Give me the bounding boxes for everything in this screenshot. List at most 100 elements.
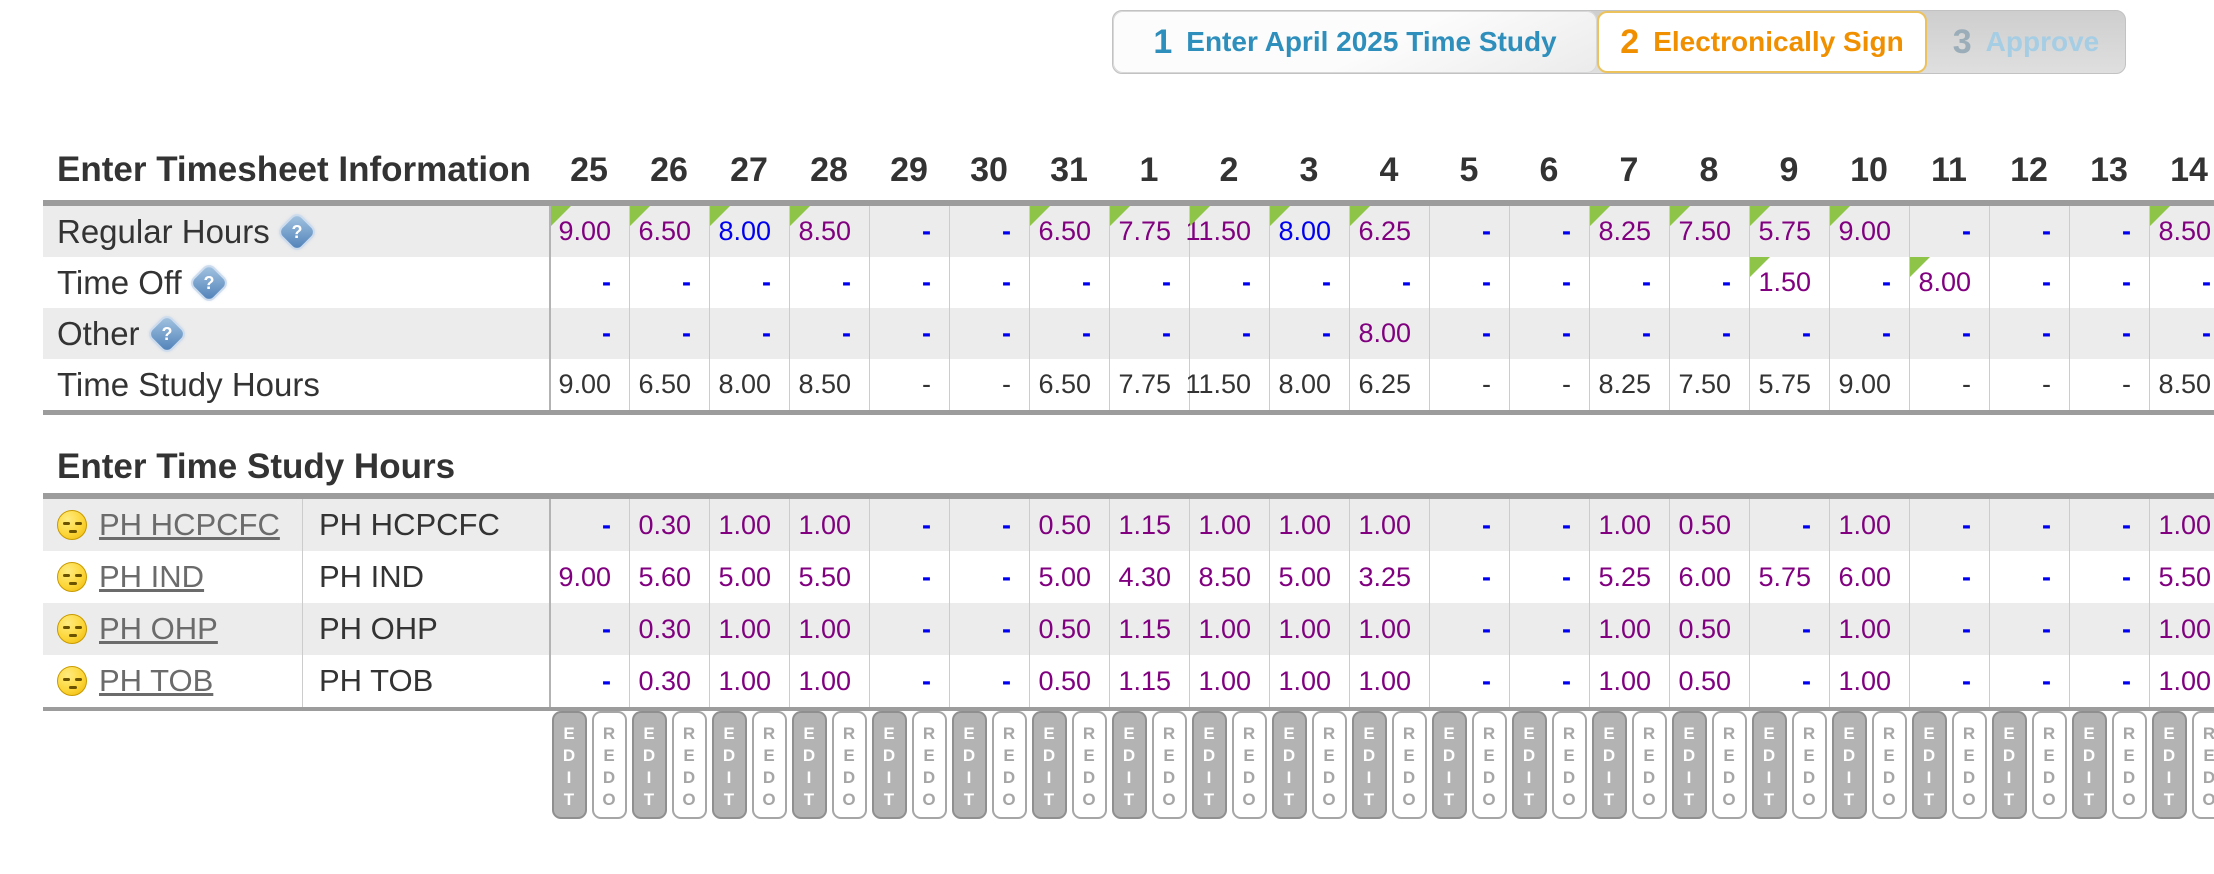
button-letter: E <box>1963 746 1975 765</box>
hours-value: 1.00 <box>2158 665 2211 696</box>
hours-value: - <box>1082 267 1091 297</box>
hours-value: 7.75 <box>1118 369 1171 399</box>
button-letter: E <box>1123 724 1135 743</box>
edited-marker-icon <box>1270 206 1290 226</box>
hours-value: - <box>1482 665 1491 696</box>
time-study-code-link[interactable]: PH TOB <box>99 663 214 698</box>
hours-value: - <box>762 318 771 348</box>
hours-cell: 1.00 <box>1829 603 1909 655</box>
tab-step-label: Electronically Sign <box>1653 26 1904 57</box>
hours-cell: - <box>1909 655 1989 707</box>
pensive-face-icon <box>57 666 87 696</box>
tab-approve: 3 Approve <box>1927 11 2125 73</box>
hours-cell: - <box>1349 257 1429 308</box>
tab-enter-time-study[interactable]: 1 Enter April 2025 Time Study <box>1113 11 1597 73</box>
hours-cell: - <box>949 206 1029 257</box>
hours-value: 6.50 <box>638 369 691 399</box>
button-letter: I <box>966 768 972 787</box>
hours-value: 1.00 <box>1278 665 1331 696</box>
hours-value: - <box>1482 613 1491 644</box>
button-letter: I <box>1046 768 1052 787</box>
time-study-code-link[interactable]: PH IND <box>99 559 205 594</box>
hours-cell: - <box>789 257 869 308</box>
timesheet-row: Other? - - - - - - - - - -8.00- - - - - - - - - - <box>43 308 2214 359</box>
time-study-code-link[interactable]: PH HCPCFC <box>99 507 280 542</box>
hours-cell: - <box>2069 551 2149 603</box>
hours-cell: - <box>2069 308 2149 359</box>
button-letter: E <box>603 746 615 765</box>
time-study-code-link[interactable]: PH OHP <box>99 611 218 646</box>
hours-value: - <box>922 267 931 297</box>
button-letter: T <box>2003 790 2015 809</box>
button-letter: I <box>2166 768 2172 787</box>
hours-value: - <box>1482 369 1491 399</box>
hours-value: - <box>1002 216 1011 246</box>
help-icon[interactable]: ? <box>278 213 316 250</box>
hours-value: - <box>1722 267 1731 297</box>
edited-marker-icon <box>1750 257 1770 277</box>
hours-value: - <box>1082 318 1091 348</box>
hours-cell: 9.00 <box>549 551 629 603</box>
button-letter: E <box>1443 724 1455 743</box>
hours-cell: 8.00 <box>1269 359 1349 410</box>
hours-value: 8.00 <box>1278 369 1331 399</box>
hours-cell: - <box>1509 257 1589 308</box>
hours-cell: - <box>869 603 949 655</box>
hours-cell: - <box>869 206 949 257</box>
hours-cell: 6.50 <box>1029 206 1109 257</box>
button-letter: T <box>1203 790 1215 809</box>
help-icon[interactable]: ? <box>148 315 185 352</box>
button-letter: D <box>962 746 976 765</box>
button-letter: O <box>762 790 776 809</box>
help-icon[interactable]: ? <box>190 264 228 301</box>
tab-electronically-sign[interactable]: 2 Electronically Sign <box>1597 11 1927 73</box>
hours-cell: 5.75 <box>1749 359 1829 410</box>
hours-cell: 9.00 <box>549 359 629 410</box>
hours-cell: 1.00 <box>709 603 789 655</box>
